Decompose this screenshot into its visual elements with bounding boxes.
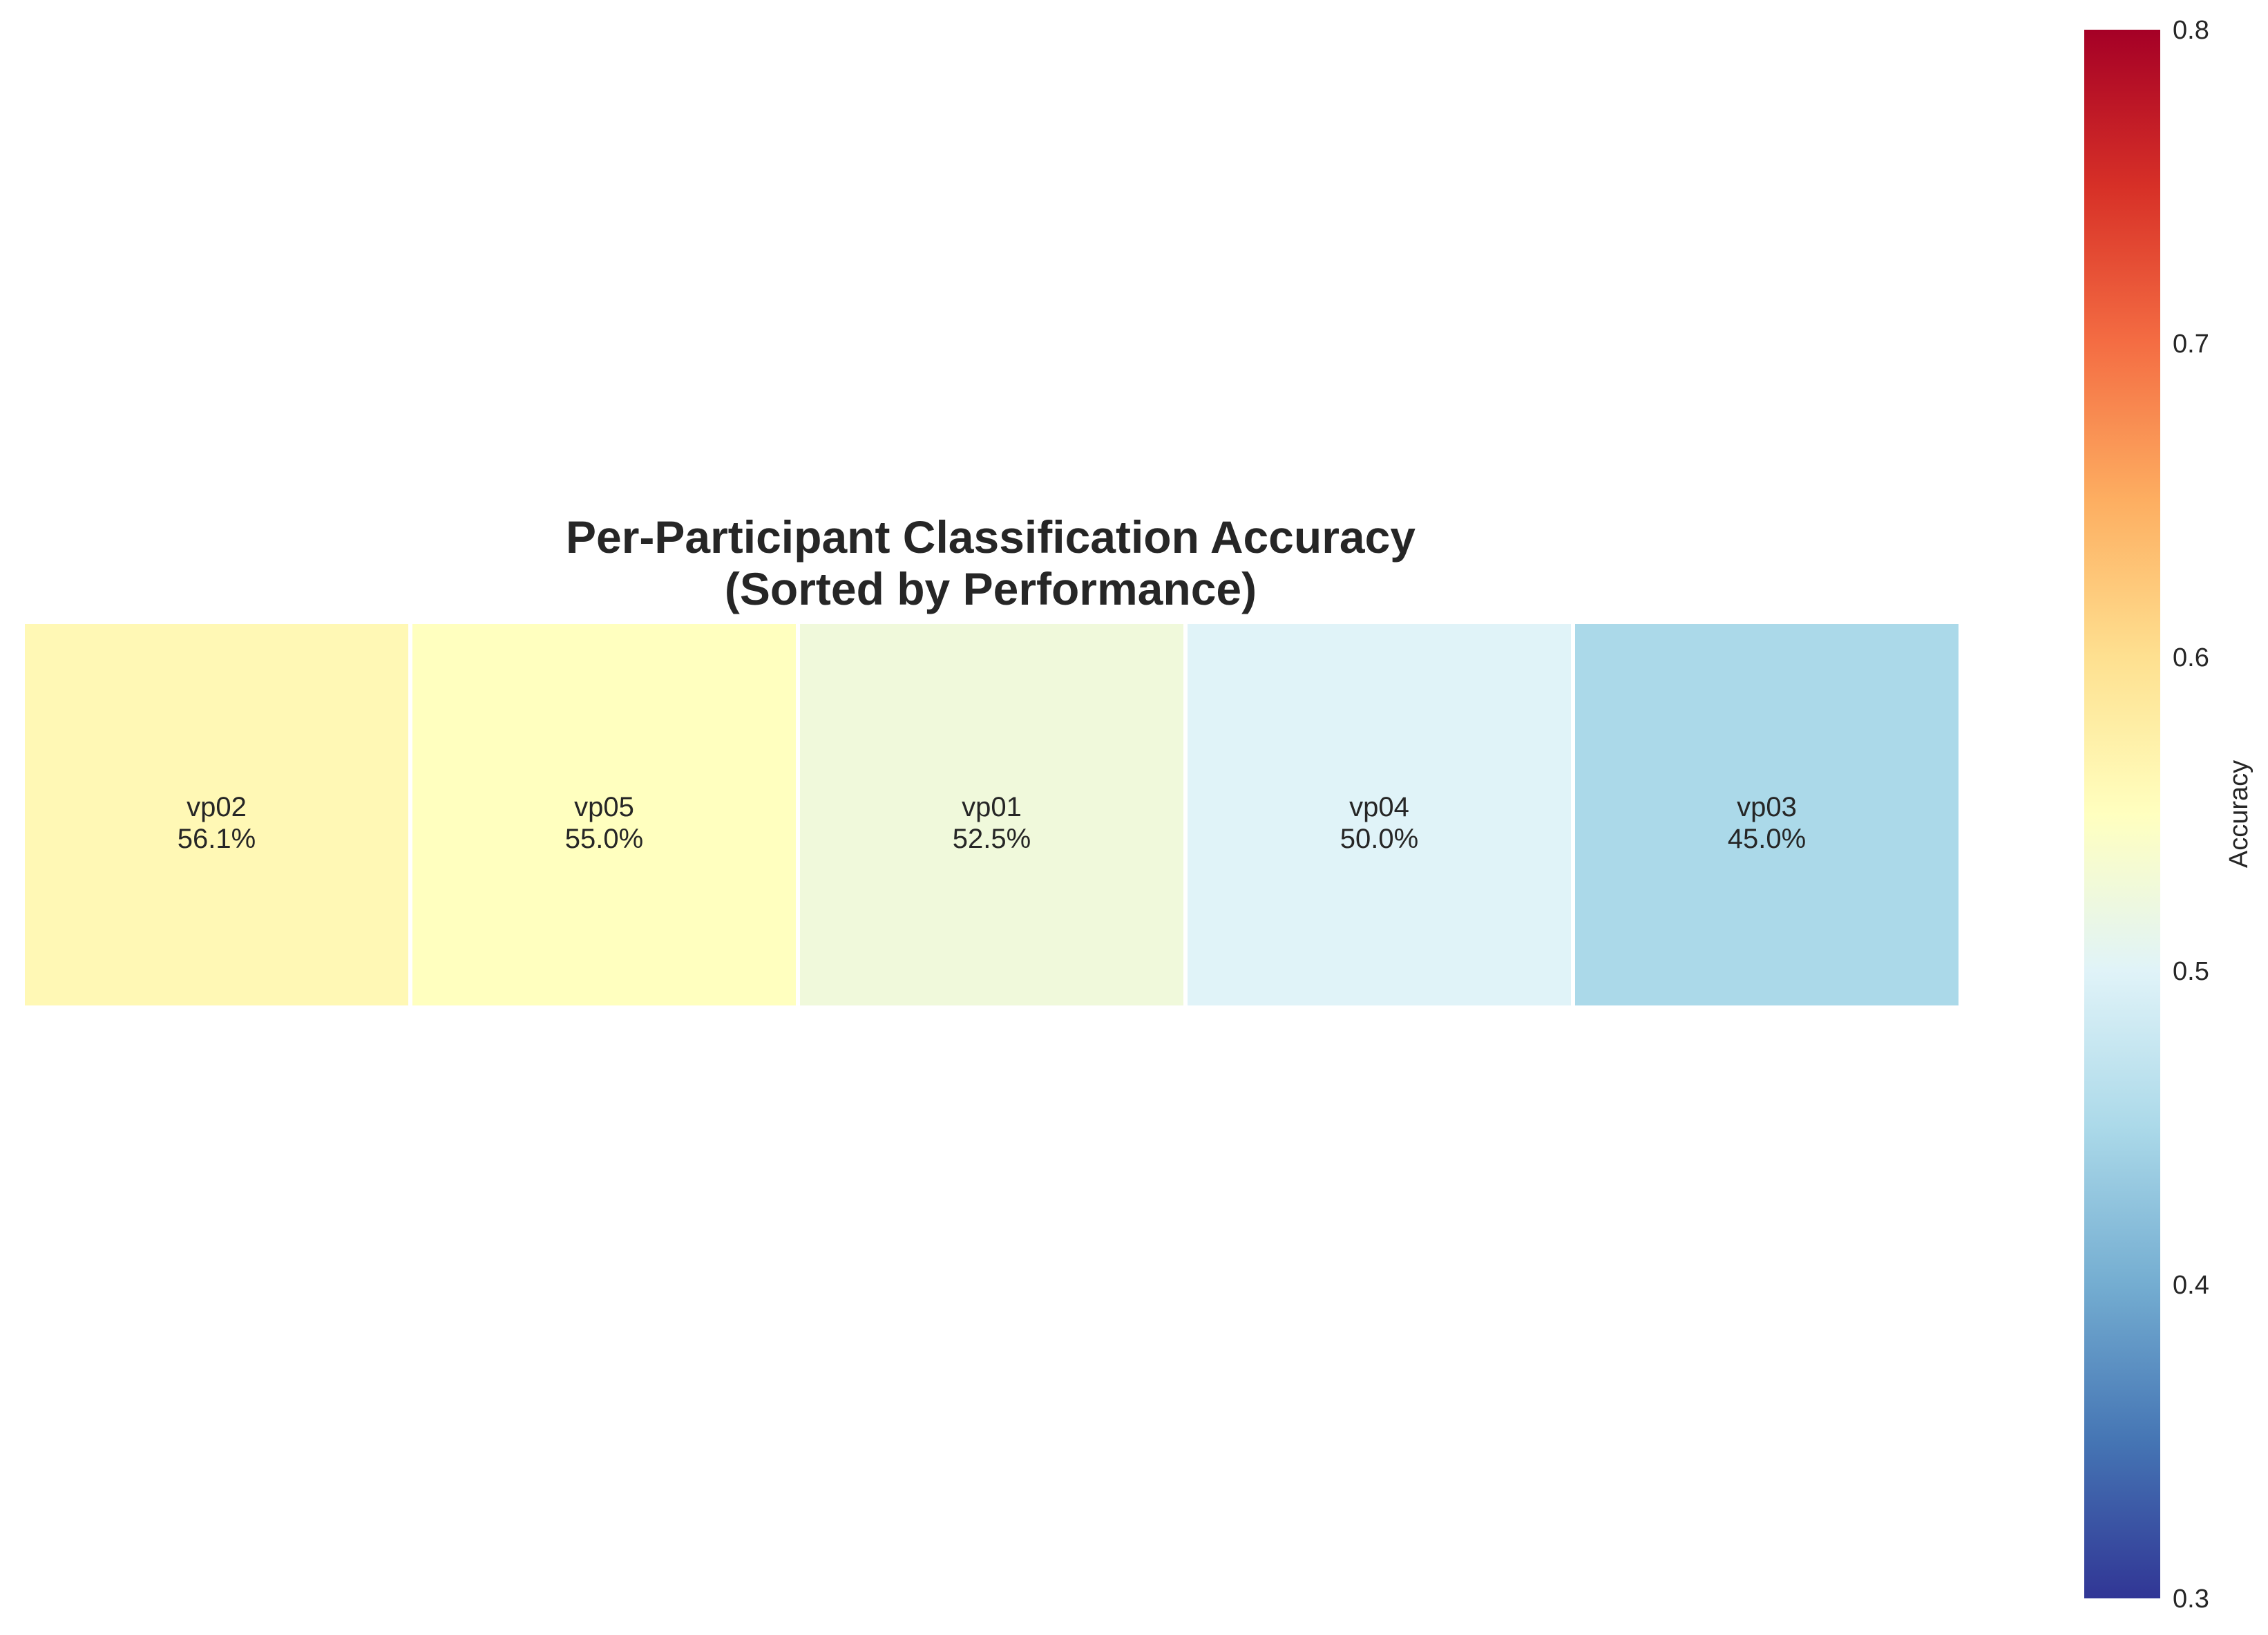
cell-participant-label: vp02	[187, 792, 247, 822]
cell-participant-label: vp03	[1737, 792, 1797, 822]
heatmap-cell-rect	[21, 620, 412, 1010]
heatmap-cells: vp0256.1%vp0555.0%vp0152.5%vp0450.0%vp03…	[21, 620, 1963, 1010]
cell-participant-label: vp05	[574, 792, 634, 822]
cell-accuracy-label: 56.1%	[178, 824, 256, 854]
colorbar-tick-label: 0.4	[2173, 1271, 2209, 1300]
cell-accuracy-label: 45.0%	[1728, 824, 1806, 854]
colorbar-tick-label: 0.5	[2173, 957, 2209, 986]
heatmap-cell-rect	[1571, 620, 1963, 1010]
heatmap-cell-rect	[1183, 620, 1575, 1010]
colorbar: 0.3 0.4 0.5 0.6 0.7 0.8 Accuracy	[2084, 16, 2253, 1614]
chart-title: Per-Participant Classification Accuracy	[566, 511, 1416, 563]
colorbar-tick-label: 0.6	[2173, 643, 2209, 672]
heatmap-cell-rect	[408, 620, 800, 1010]
chart-subtitle: (Sorted by Performance)	[725, 563, 1257, 614]
colorbar-label: Accuracy	[2224, 760, 2253, 868]
cell-accuracy-label: 52.5%	[953, 824, 1031, 854]
colorbar-tick-label: 0.7	[2173, 330, 2209, 359]
colorbar-tick-label: 0.8	[2173, 16, 2209, 45]
colorbar-gradient	[2084, 30, 2160, 1598]
cell-participant-label: vp04	[1349, 792, 1409, 822]
heatmap-cell-rect	[796, 620, 1188, 1010]
cell-participant-label: vp01	[962, 792, 1022, 822]
cell-accuracy-label: 50.0%	[1340, 824, 1418, 854]
cell-accuracy-label: 55.0%	[565, 824, 643, 854]
colorbar-tick-label: 0.3	[2173, 1585, 2209, 1614]
